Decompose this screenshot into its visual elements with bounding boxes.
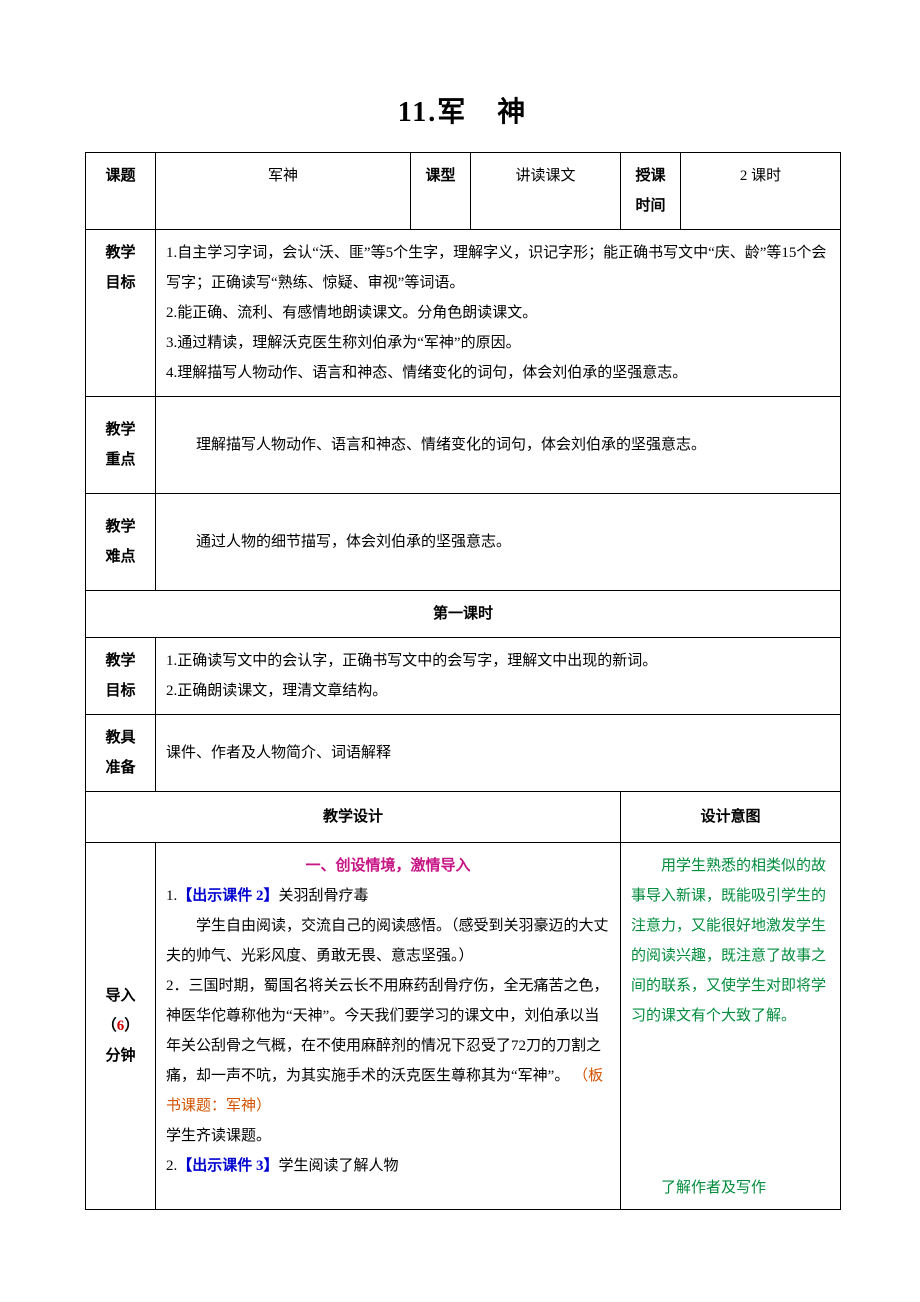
intro-show-2: 【出示课件 2】 [177, 888, 278, 904]
intro-heading-text: 一、创设情境，激情导入 [305, 858, 470, 874]
goal2-item-2: 2.正确朗读课文，理清文章结构。 [166, 676, 830, 706]
row-section-1: 第一课时 [86, 591, 841, 638]
label-intent: 设计意图 [621, 792, 841, 843]
intro-paren-close: ） [124, 1018, 139, 1034]
label-goals-2: 教学 目标 [86, 638, 156, 715]
intent-p2: 了解作者及写作 [631, 1173, 830, 1203]
row-keypoint: 教学 重点 理解描写人物动作、语言和神态、情绪变化的词句，体会刘伯承的坚强意志。 [86, 397, 841, 494]
label-topic: 课题 [86, 153, 156, 230]
row-design-header: 教学设计 设计意图 [86, 792, 841, 843]
cell-intro-body: 一、创设情境，激情导入 1.【出示课件 2】关羽刮骨疗毒 学生自由阅读，交流自己… [156, 843, 621, 1210]
lesson-plan-table: 课题 军神 课型 讲读课文 授课 时间 2 课时 教学 目标 1.自主学习字词，… [85, 152, 841, 1210]
label-intro: 导入 （6） 分钟 [86, 843, 156, 1210]
cell-difficulty: 通过人物的细节描写，体会刘伯承的坚强意志。 [156, 494, 841, 591]
row-goals-2: 教学 目标 1.正确读写文中的会认字，正确书写文中的会写字，理解文中出现的新词。… [86, 638, 841, 715]
cell-goals: 1.自主学习字词，会认“沃、匪”等5个生字，理解字义，识记字形；能正确书写文中“… [156, 230, 841, 397]
goal-item-2: 2.能正确、流利、有感情地朗读课文。分角色朗读课文。 [166, 298, 830, 328]
row-prep: 教具 准备 课件、作者及人物简介、词语解释 [86, 715, 841, 792]
intro-label-l1: 导入 [96, 981, 145, 1011]
goal2-item-1: 1.正确读写文中的会认字，正确书写文中的会写字，理解文中出现的新词。 [166, 646, 830, 676]
label-design: 教学设计 [86, 792, 621, 843]
intro-show-3: 【出示课件 3】 [177, 1158, 278, 1174]
intro-p1-tail: 关羽刮骨疗毒 [279, 888, 369, 904]
label-prep: 教具 准备 [86, 715, 156, 792]
intro-p1-prefix: 1. [166, 888, 177, 904]
intro-p3: 2．三国时期，蜀国名将关云长不用麻药刮骨疗伤，全无痛苦之色，神医华佗尊称他为“天… [166, 971, 610, 1121]
label-keypoint: 教学 重点 [86, 397, 156, 494]
intro-p1: 1.【出示课件 2】关羽刮骨疗毒 [166, 881, 610, 911]
intro-paren-open: （ [102, 1018, 117, 1034]
label-difficulty: 教学 难点 [86, 494, 156, 591]
cell-prep: 课件、作者及人物简介、词语解释 [156, 715, 841, 792]
intro-p4: 学生齐读课题。 [166, 1121, 610, 1151]
header-row: 课题 军神 课型 讲读课文 授课 时间 2 课时 [86, 153, 841, 230]
page: 11.军 神 课题 军神 课型 讲读课文 授课 时间 2 课时 教学 目标 1.… [0, 0, 920, 1250]
intro-p3-head: 2．三国时期，蜀国名将关云长不用麻药刮骨疗伤，全无痛苦之色，神医华佗尊称他为“天… [166, 978, 609, 1084]
intro-label-l3: 分钟 [96, 1041, 145, 1071]
goal-item-1: 1.自主学习字词，会认“沃、匪”等5个生字，理解字义，识记字形；能正确书写文中“… [166, 238, 830, 298]
cell-intro-intent: 用学生熟悉的相类似的故事导入新课，既能吸引学生的注意力，又能很好地激发学生的阅读… [621, 843, 841, 1210]
intro-p5: 2.【出示课件 3】学生阅读了解人物 [166, 1151, 610, 1181]
label-time: 授课 时间 [621, 153, 681, 230]
value-time: 2 课时 [681, 153, 841, 230]
label-type: 课型 [411, 153, 471, 230]
label-goals: 教学 目标 [86, 230, 156, 397]
intro-label-l2: （6） [96, 1011, 145, 1041]
cell-goals-2: 1.正确读写文中的会认字，正确书写文中的会写字，理解文中出现的新词。 2.正确朗… [156, 638, 841, 715]
doc-title: 11.军 神 [85, 90, 840, 130]
intro-p5-prefix: 2. [166, 1158, 177, 1174]
intent-p1: 用学生熟悉的相类似的故事导入新课，既能吸引学生的注意力，又能很好地激发学生的阅读… [631, 851, 830, 1031]
row-goals: 教学 目标 1.自主学习字词，会认“沃、匪”等5个生字，理解字义，识记字形；能正… [86, 230, 841, 397]
section-1-header: 第一课时 [86, 591, 841, 638]
intro-heading: 一、创设情境，激情导入 [166, 851, 610, 881]
intro-p2: 学生自由阅读，交流自己的阅读感悟。（感受到关羽豪迈的大丈夫的帅气、光彩风度、勇敢… [166, 911, 610, 971]
goal-item-4: 4.理解描写人物动作、语言和神态、情绪变化的词句，体会刘伯承的坚强意志。 [166, 358, 830, 388]
intro-p5-tail: 学生阅读了解人物 [279, 1158, 399, 1174]
row-intro: 导入 （6） 分钟 一、创设情境，激情导入 1.【出示课件 2】关羽刮骨疗毒 学… [86, 843, 841, 1210]
value-type: 讲读课文 [471, 153, 621, 230]
goal-item-3: 3.通过精读，理解沃克医生称刘伯承为“军神”的原因。 [166, 328, 830, 358]
cell-keypoint: 理解描写人物动作、语言和神态、情绪变化的词句，体会刘伯承的坚强意志。 [156, 397, 841, 494]
row-difficulty: 教学 难点 通过人物的细节描写，体会刘伯承的坚强意志。 [86, 494, 841, 591]
value-topic: 军神 [156, 153, 411, 230]
